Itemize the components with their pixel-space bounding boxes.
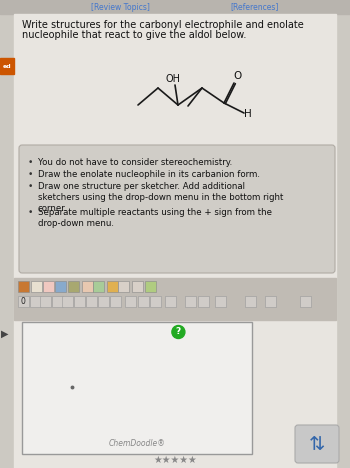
Bar — [43, 281, 54, 292]
Text: [Review Topics]: [Review Topics] — [91, 2, 149, 12]
Bar — [18, 281, 29, 292]
Bar — [22, 322, 252, 454]
Bar — [52, 296, 63, 307]
Bar — [55, 281, 66, 292]
Bar — [30, 296, 41, 307]
Text: Write structures for the carbonyl electrophile and enolate: Write structures for the carbonyl electr… — [22, 20, 304, 30]
Text: nucleophile that react to give the aldol below.: nucleophile that react to give the aldol… — [22, 30, 246, 40]
FancyBboxPatch shape — [295, 425, 339, 463]
Text: ed: ed — [3, 64, 11, 68]
Text: Draw the enolate nucleophile in its carbanion form.: Draw the enolate nucleophile in its carb… — [38, 170, 260, 179]
Bar — [165, 296, 176, 307]
Text: ?: ? — [176, 328, 181, 336]
Bar — [82, 281, 93, 292]
Text: O: O — [234, 71, 242, 81]
Text: Separate multiple reactants using the + sign from the
drop-down menu.: Separate multiple reactants using the + … — [38, 208, 272, 228]
Bar — [198, 296, 209, 307]
Text: OH: OH — [166, 74, 181, 84]
Text: •: • — [27, 208, 33, 217]
Bar — [185, 296, 196, 307]
Text: •: • — [27, 158, 33, 167]
Bar — [300, 296, 311, 307]
Bar — [14, 278, 336, 320]
Bar — [107, 281, 118, 292]
Bar — [74, 296, 85, 307]
Bar — [110, 296, 121, 307]
Bar — [0, 58, 14, 74]
Bar — [145, 281, 156, 292]
Bar — [40, 296, 51, 307]
Text: •: • — [27, 170, 33, 179]
Text: •: • — [27, 182, 33, 191]
Bar — [0, 0, 350, 14]
Bar — [150, 296, 161, 307]
Text: You do not have to consider stereochemistry.: You do not have to consider stereochemis… — [38, 158, 232, 167]
Bar — [245, 296, 256, 307]
Bar — [18, 296, 29, 307]
Bar — [132, 281, 143, 292]
Text: ChemDoodle®: ChemDoodle® — [108, 439, 166, 448]
Text: Draw one structure per sketcher. Add additional
sketchers using the drop-down me: Draw one structure per sketcher. Add add… — [38, 182, 284, 213]
Bar — [215, 296, 226, 307]
Bar — [265, 296, 276, 307]
Bar — [31, 281, 42, 292]
Bar — [125, 296, 136, 307]
Circle shape — [172, 326, 185, 338]
FancyBboxPatch shape — [19, 145, 335, 273]
Text: ★★★★★: ★★★★★ — [153, 455, 197, 465]
Text: 0: 0 — [21, 297, 26, 306]
Bar — [86, 296, 97, 307]
Text: ▶: ▶ — [1, 329, 9, 339]
Bar — [98, 296, 109, 307]
Bar — [62, 296, 73, 307]
Bar — [118, 281, 129, 292]
Text: H: H — [244, 109, 252, 119]
Bar — [68, 281, 79, 292]
Text: ⇅: ⇅ — [309, 434, 325, 453]
Text: [References]: [References] — [231, 2, 279, 12]
Bar — [138, 296, 149, 307]
Bar — [93, 281, 104, 292]
